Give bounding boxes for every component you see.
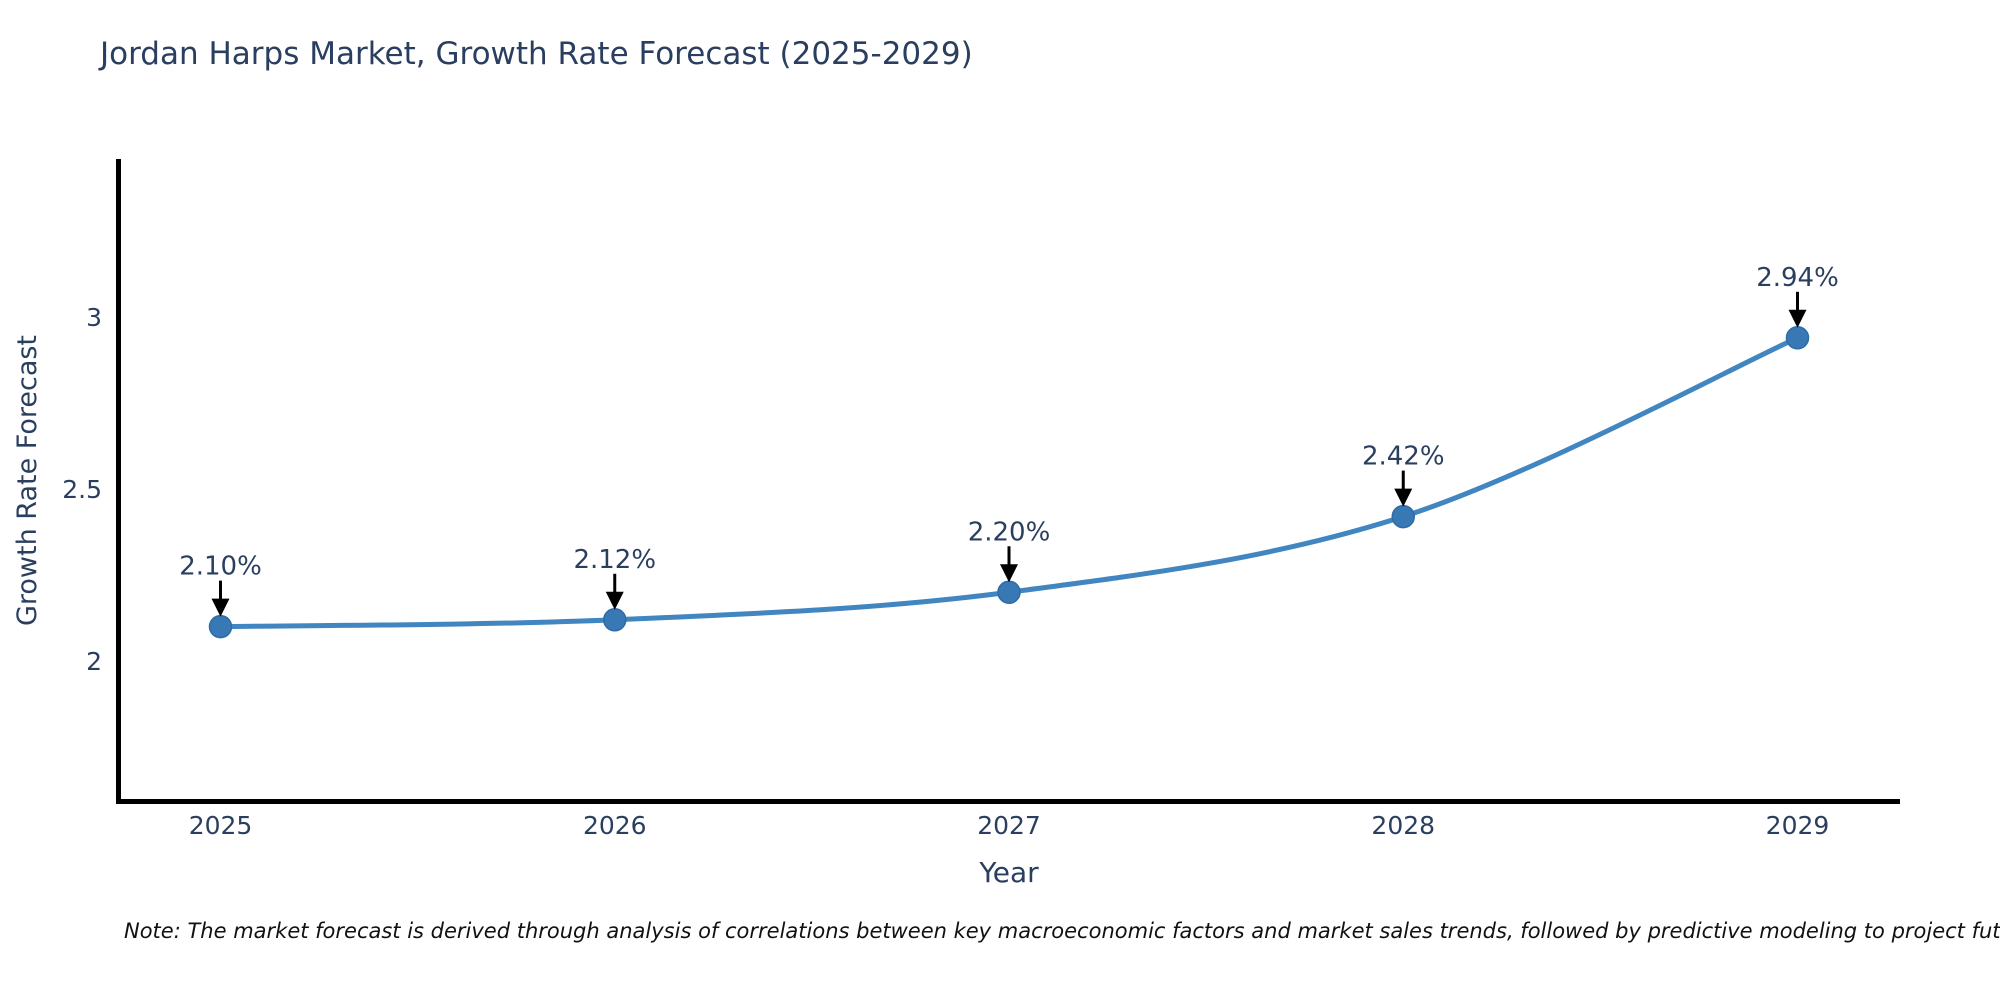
x-axis-title: Year (978, 856, 1039, 889)
data-point-2029[interactable] (1785, 326, 1810, 350)
data-point-2026[interactable] (603, 608, 627, 632)
x-tick-label: 2027 (977, 811, 1041, 840)
y-tick-label: 2.5 (62, 475, 102, 504)
y-axis-title: Growth Rate Forecast (12, 335, 43, 626)
data-point-label: 2.12% (573, 545, 656, 575)
x-tick-label: 2026 (583, 811, 647, 840)
footnote: Note: The market forecast is derived thr… (124, 919, 2000, 943)
x-tick-label: 2028 (1371, 811, 1435, 840)
data-point-label: 2.94% (1756, 263, 1839, 293)
annotation-arrowhead-icon (1788, 309, 1807, 328)
y-tick-label: 2 (86, 647, 102, 676)
annotation-arrowhead-icon (1000, 564, 1018, 583)
data-point-2027[interactable] (997, 580, 1021, 605)
y-tick-label: 3 (86, 303, 102, 332)
data-point-label: 2.20% (968, 517, 1051, 547)
annotation-arrowhead-icon (1394, 488, 1413, 507)
x-tick-label: 2029 (1766, 811, 1830, 840)
data-point-2028[interactable] (1391, 504, 1415, 529)
data-point-label: 2.42% (1362, 442, 1445, 472)
data-point-2025[interactable] (208, 614, 233, 639)
annotation-arrowhead-icon (211, 598, 230, 617)
data-point-label: 2.10% (179, 552, 262, 582)
x-tick-label: 2025 (189, 811, 253, 840)
annotation-arrowhead-icon (605, 591, 624, 610)
chart-title: Jordan Harps Market, Growth Rate Forecas… (100, 36, 973, 72)
